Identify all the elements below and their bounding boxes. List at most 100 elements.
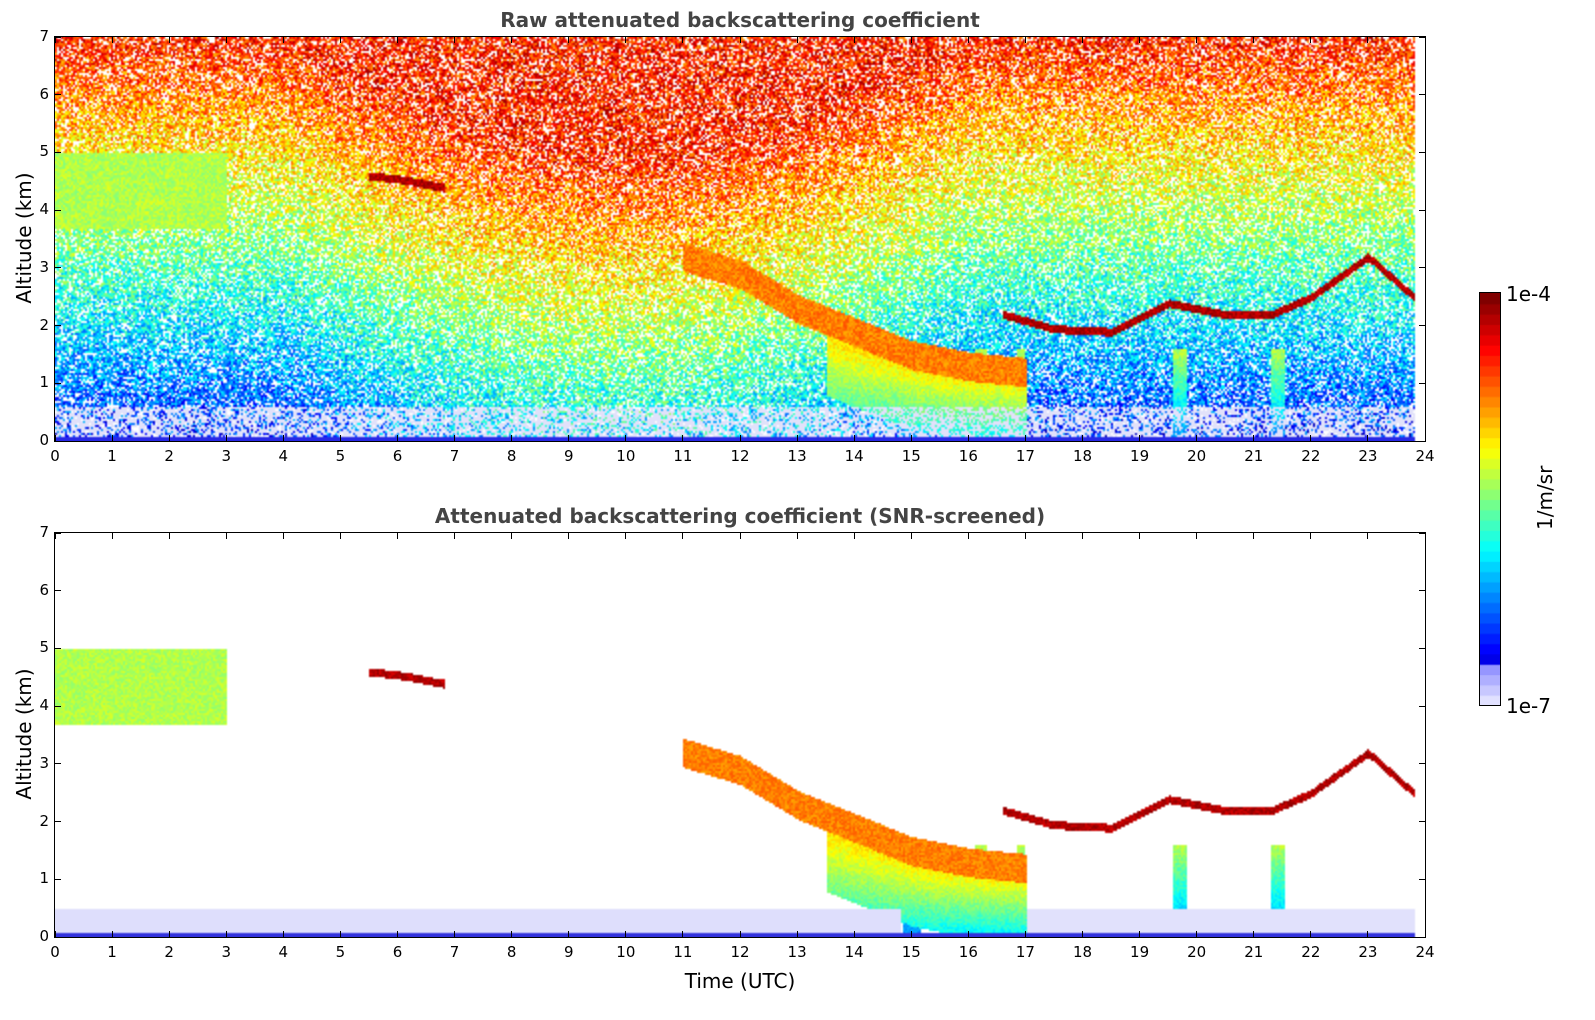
y-tick-label: 4 [39, 200, 49, 219]
x-tick-mark [568, 533, 570, 539]
x-tick-mark [1310, 533, 1312, 539]
x-tick-mark [397, 533, 398, 539]
y-tick-mark [1419, 936, 1425, 938]
y-tick-mark [55, 209, 61, 211]
y-tick-label: 5 [39, 638, 49, 657]
bottom-y-axis-label: Altitude (km) [12, 668, 36, 800]
x-tick-mark [339, 931, 341, 937]
y-tick-mark [55, 763, 61, 765]
top-plot-title: Raw attenuated backscattering coefficien… [500, 8, 980, 32]
x-tick-mark [1024, 37, 1026, 43]
y-tick-mark [1419, 878, 1425, 880]
x-tick-label: 14 [844, 447, 864, 465]
x-tick-label: 6 [392, 447, 403, 465]
y-tick-label: 3 [39, 257, 49, 276]
x-tick-mark [682, 533, 684, 539]
x-tick-mark [454, 931, 456, 937]
y-tick-mark [1419, 705, 1425, 707]
x-tick-label: 0 [50, 447, 60, 465]
x-tick-label: 5 [335, 943, 346, 961]
x-tick-label: 10 [616, 943, 636, 961]
x-tick-mark [1082, 533, 1083, 539]
x-tick-mark [796, 533, 798, 539]
y-tick-label: 6 [39, 84, 49, 103]
x-tick-mark [168, 533, 170, 539]
x-tick-mark [739, 533, 741, 539]
x-tick-mark [1310, 37, 1312, 43]
x-tick-mark [454, 533, 456, 539]
x-tick-mark [111, 37, 113, 43]
top-plot-frame [54, 36, 1426, 442]
x-tick-mark [1424, 435, 1426, 441]
y-tick-mark [55, 267, 61, 269]
x-tick-mark [1196, 37, 1198, 43]
x-tick-mark [1424, 533, 1426, 539]
x-tick-label: 21 [1244, 943, 1264, 961]
y-tick-label: 0 [39, 431, 49, 449]
x-tick-mark [853, 533, 855, 539]
x-tick-mark [1196, 533, 1198, 539]
x-tick-mark [1367, 435, 1369, 441]
x-tick-mark [339, 37, 341, 43]
x-tick-mark [54, 435, 56, 441]
bottom-x-axis-label: Time (UTC) [684, 969, 796, 993]
x-tick-mark [739, 435, 741, 441]
colorbar-min-label: 1e-7 [1506, 694, 1551, 718]
x-tick-mark [225, 533, 227, 539]
x-tick-label: 8 [506, 943, 517, 961]
y-tick-mark [1419, 325, 1425, 327]
x-tick-mark [168, 931, 170, 937]
x-tick-label: 18 [1072, 447, 1093, 465]
x-tick-mark [967, 533, 969, 539]
x-tick-mark [225, 435, 227, 441]
y-tick-mark [1419, 590, 1425, 592]
x-tick-mark [168, 435, 170, 441]
y-tick-mark [1419, 267, 1425, 269]
x-tick-mark [1310, 931, 1312, 937]
x-tick-label: 16 [958, 943, 978, 961]
x-tick-mark [1253, 37, 1255, 43]
x-tick-mark [1253, 435, 1255, 441]
x-tick-label: 4 [278, 943, 289, 961]
x-tick-mark [796, 435, 798, 441]
colorbar-max-label: 1e-4 [1506, 282, 1551, 306]
y-tick-mark [1419, 151, 1425, 153]
x-tick-label: 12 [730, 447, 750, 465]
x-tick-mark [54, 931, 56, 937]
x-tick-mark [511, 37, 513, 43]
y-tick-mark [55, 821, 61, 823]
x-tick-mark [397, 435, 398, 441]
x-tick-mark [1024, 435, 1026, 441]
y-tick-label: 4 [39, 696, 49, 715]
x-tick-mark [796, 37, 798, 43]
y-tick-mark [55, 36, 61, 38]
x-tick-mark [568, 37, 570, 43]
x-tick-label: 11 [673, 447, 693, 465]
x-tick-label: 1 [107, 943, 117, 961]
x-tick-mark [225, 37, 227, 43]
x-tick-mark [1024, 931, 1026, 937]
x-tick-label: 20 [1187, 447, 1207, 465]
x-tick-label: 17 [1015, 943, 1035, 961]
x-tick-mark [1253, 533, 1255, 539]
x-tick-mark [1139, 533, 1141, 539]
y-tick-mark [55, 647, 61, 649]
bottom-plot-title: Attenuated backscattering coefficient (S… [434, 504, 1046, 528]
x-tick-mark [511, 435, 513, 441]
x-tick-label: 18 [1072, 943, 1093, 961]
x-tick-mark [168, 37, 170, 43]
x-tick-label: 1 [107, 447, 117, 465]
y-tick-mark [55, 94, 61, 96]
y-tick-mark [1419, 647, 1425, 649]
x-tick-mark [1139, 435, 1141, 441]
x-tick-label: 6 [392, 943, 403, 961]
y-tick-mark [55, 440, 61, 442]
x-tick-mark [1424, 37, 1426, 43]
y-tick-mark [1419, 821, 1425, 823]
x-tick-label: 24 [1415, 943, 1435, 961]
y-tick-label: 2 [39, 315, 49, 334]
x-tick-label: 8 [506, 447, 517, 465]
x-tick-mark [282, 533, 284, 539]
x-tick-label: 19 [1130, 447, 1150, 465]
colorbar-unit-label: 1/m/sr [1533, 465, 1557, 530]
